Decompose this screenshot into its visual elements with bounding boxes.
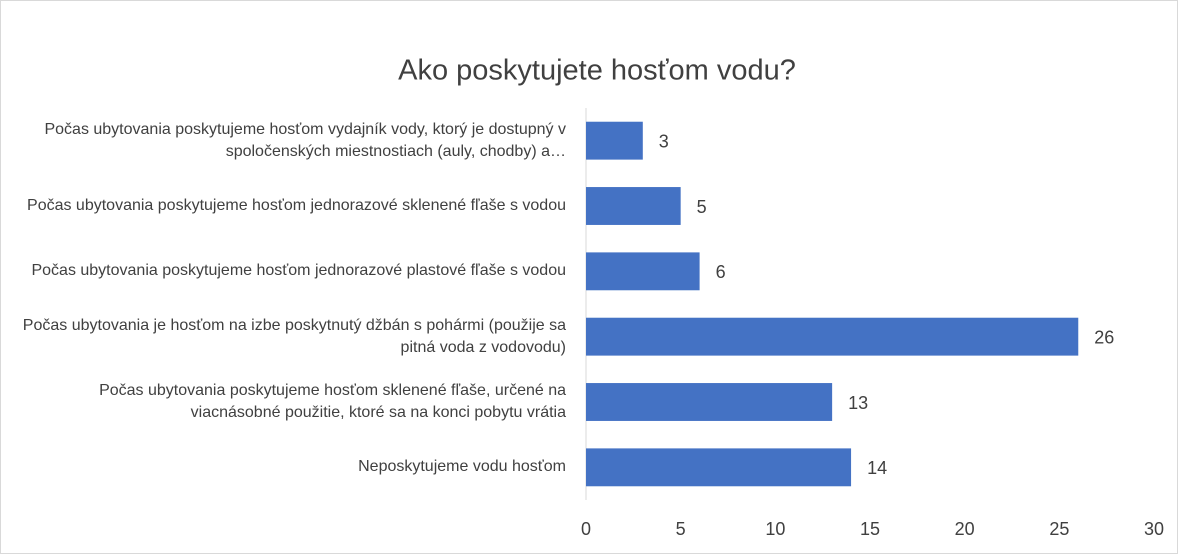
x-tick-label: 30 [1144,519,1164,539]
chart-title: Ako poskytujete hosťom vodu? [398,55,796,87]
data-label: 13 [848,393,868,413]
x-tick-label: 15 [860,519,880,539]
x-tick-label: 20 [955,519,975,539]
bar [586,317,1079,356]
y-tick-label: Počas ubytovania poskytujeme hosťom skle… [99,381,566,421]
data-label: 3 [659,131,669,151]
x-tick-label: 0 [581,519,591,539]
x-tick-label: 25 [1049,519,1069,539]
bar [586,448,852,487]
data-label: 26 [1094,327,1114,347]
x-tick-label: 5 [676,519,686,539]
y-tick-label: Počas ubytovania poskytujeme hosťom jedn… [27,196,566,214]
x-tick-label: 10 [765,519,785,539]
y-tick-label: Počas ubytovania poskytujeme hosťom jedn… [31,262,566,280]
bar [586,121,643,160]
data-label: 14 [867,458,887,478]
y-tick-label: Počas ubytovania je hosťom na izbe posky… [22,316,566,356]
data-label: 6 [716,262,726,282]
y-tick-label: Počas ubytovania poskytujeme hosťom vyda… [44,120,566,160]
bar [586,187,681,225]
y-tick-label: Neposkytujeme vodu hosťom [358,458,566,476]
bar [586,252,700,291]
bar [586,383,833,421]
data-label: 5 [697,197,707,217]
